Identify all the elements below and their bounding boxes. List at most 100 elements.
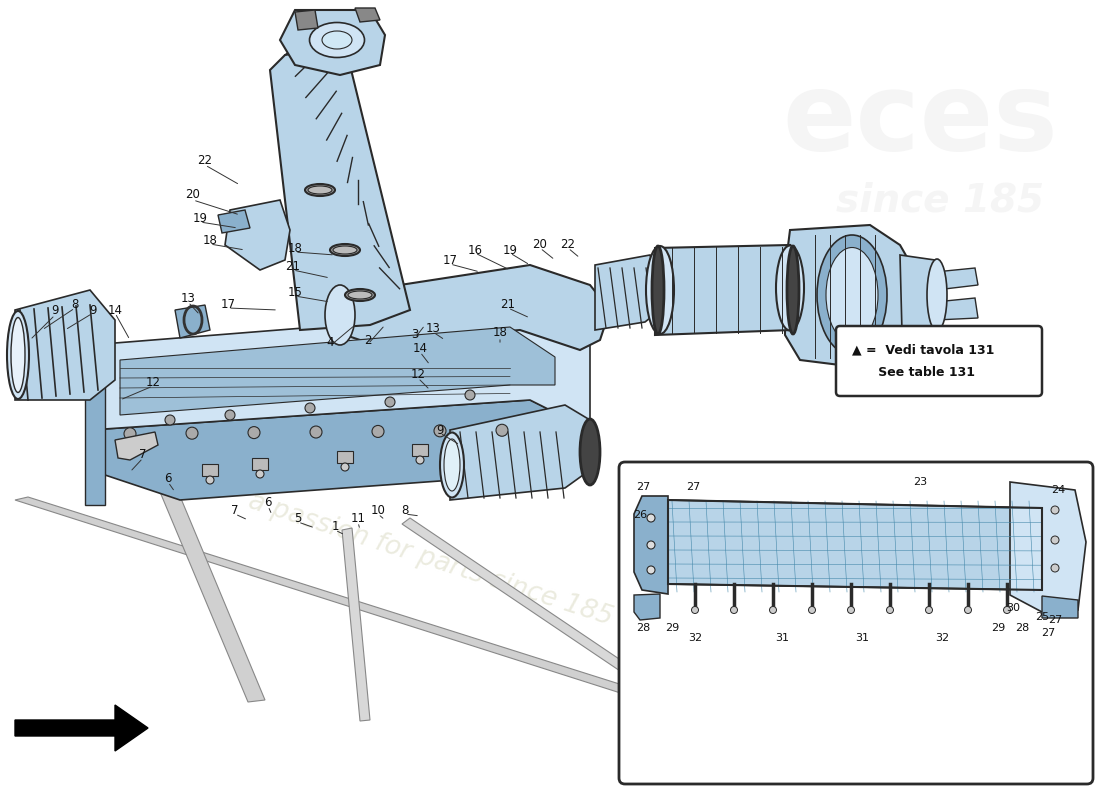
Text: 7: 7	[231, 503, 239, 517]
Polygon shape	[595, 255, 660, 330]
Text: 26: 26	[632, 510, 647, 520]
Text: 27: 27	[1048, 615, 1063, 625]
Ellipse shape	[372, 426, 384, 438]
Polygon shape	[634, 496, 668, 594]
Ellipse shape	[165, 415, 175, 425]
Text: 9: 9	[437, 423, 443, 437]
Polygon shape	[337, 451, 353, 463]
Text: 19: 19	[503, 243, 517, 257]
Ellipse shape	[324, 285, 355, 345]
Ellipse shape	[965, 606, 971, 614]
Ellipse shape	[11, 318, 25, 393]
Text: 27: 27	[636, 482, 650, 492]
Text: See table 131: See table 131	[852, 366, 975, 378]
Ellipse shape	[496, 424, 508, 436]
Ellipse shape	[786, 246, 799, 334]
Text: 9: 9	[89, 303, 97, 317]
Ellipse shape	[770, 606, 777, 614]
Text: 29: 29	[664, 623, 679, 633]
Text: 27: 27	[1041, 628, 1055, 638]
Ellipse shape	[248, 426, 260, 438]
Text: 9: 9	[52, 303, 58, 317]
Ellipse shape	[1050, 564, 1059, 572]
Ellipse shape	[206, 476, 214, 484]
Text: 20: 20	[186, 189, 200, 202]
Polygon shape	[90, 310, 590, 430]
Text: 21: 21	[286, 259, 300, 273]
Text: 27: 27	[686, 482, 700, 492]
Ellipse shape	[416, 456, 424, 464]
Polygon shape	[355, 8, 380, 22]
Polygon shape	[1010, 482, 1086, 612]
Polygon shape	[202, 464, 218, 476]
Text: 1: 1	[331, 519, 339, 533]
Ellipse shape	[309, 22, 364, 58]
Polygon shape	[330, 265, 610, 350]
Text: 18: 18	[287, 242, 303, 254]
Polygon shape	[175, 305, 210, 338]
Polygon shape	[85, 340, 104, 505]
Ellipse shape	[341, 463, 349, 471]
Text: 8: 8	[402, 503, 409, 517]
Polygon shape	[654, 245, 792, 335]
Polygon shape	[15, 497, 670, 704]
Text: 3: 3	[411, 329, 419, 342]
Ellipse shape	[925, 606, 933, 614]
Ellipse shape	[308, 186, 332, 194]
Text: 20: 20	[532, 238, 548, 251]
Polygon shape	[15, 290, 116, 400]
Polygon shape	[785, 225, 920, 365]
Ellipse shape	[817, 235, 887, 355]
Text: 13: 13	[180, 291, 196, 305]
Ellipse shape	[186, 427, 198, 439]
Ellipse shape	[385, 397, 395, 407]
Polygon shape	[252, 458, 268, 470]
Text: 32: 32	[935, 633, 949, 643]
Text: 8: 8	[72, 298, 79, 311]
Polygon shape	[15, 705, 149, 751]
Text: 11: 11	[351, 511, 365, 525]
Ellipse shape	[226, 410, 235, 420]
Ellipse shape	[310, 426, 322, 438]
Polygon shape	[402, 518, 680, 706]
Text: 25: 25	[1035, 612, 1049, 622]
Ellipse shape	[646, 246, 674, 334]
Text: 15: 15	[287, 286, 303, 298]
Text: 30: 30	[1006, 603, 1020, 613]
Text: 29: 29	[991, 623, 1005, 633]
Ellipse shape	[444, 439, 460, 491]
Text: 28: 28	[636, 623, 650, 633]
Ellipse shape	[330, 244, 360, 256]
Ellipse shape	[440, 433, 464, 498]
Text: 14: 14	[108, 303, 122, 317]
Ellipse shape	[776, 246, 804, 330]
Ellipse shape	[333, 246, 358, 254]
Text: 31: 31	[776, 633, 789, 643]
FancyBboxPatch shape	[619, 462, 1093, 784]
Ellipse shape	[808, 606, 815, 614]
Ellipse shape	[730, 606, 737, 614]
Polygon shape	[90, 400, 590, 500]
Polygon shape	[280, 10, 385, 75]
Ellipse shape	[647, 514, 654, 522]
Ellipse shape	[927, 259, 947, 331]
Ellipse shape	[1050, 506, 1059, 514]
Polygon shape	[342, 528, 370, 721]
Text: 4: 4	[327, 335, 333, 349]
Ellipse shape	[465, 390, 475, 400]
Text: since 185: since 185	[836, 181, 1044, 219]
Text: 6: 6	[164, 471, 172, 485]
Polygon shape	[1042, 596, 1078, 618]
Text: 22: 22	[561, 238, 575, 251]
Text: a passion for parts since 185: a passion for parts since 185	[244, 489, 616, 631]
Polygon shape	[155, 477, 265, 702]
Text: 12: 12	[145, 375, 161, 389]
Text: 24: 24	[1050, 485, 1065, 495]
Text: 7: 7	[140, 449, 146, 462]
Ellipse shape	[1050, 536, 1059, 544]
Text: 14: 14	[412, 342, 428, 354]
Ellipse shape	[887, 606, 893, 614]
Text: 13: 13	[426, 322, 440, 334]
Ellipse shape	[322, 31, 352, 49]
Ellipse shape	[7, 311, 29, 399]
